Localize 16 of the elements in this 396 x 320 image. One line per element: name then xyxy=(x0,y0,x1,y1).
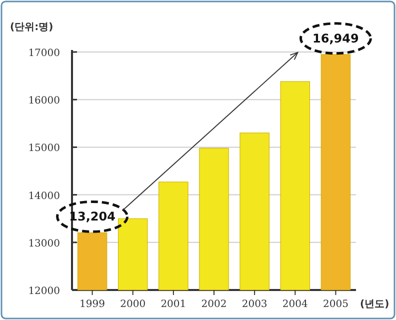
x-tick-label: 1999 xyxy=(80,299,106,310)
x-tick-label: 2005 xyxy=(322,299,348,310)
y-tick-label: 15000 xyxy=(28,143,60,154)
x-tick-label: 2001 xyxy=(160,299,186,310)
y-tick-label: 13000 xyxy=(28,238,60,250)
y-tick-label: 16000 xyxy=(28,96,60,107)
data-label: 16,949 xyxy=(312,31,359,46)
x-tick-label: 2004 xyxy=(282,299,308,310)
x-tick-label: 2000 xyxy=(120,299,146,310)
x-axis-title: (년도) xyxy=(360,299,390,310)
x-tick-label: 2002 xyxy=(201,299,227,310)
x-tick-label: 2003 xyxy=(242,299,268,310)
y-tick-label: 17000 xyxy=(28,48,60,59)
y-axis-title: (단위:명) xyxy=(10,22,54,33)
y-tick-label: 12000 xyxy=(28,286,60,297)
y-tick-label: 14000 xyxy=(28,190,60,202)
